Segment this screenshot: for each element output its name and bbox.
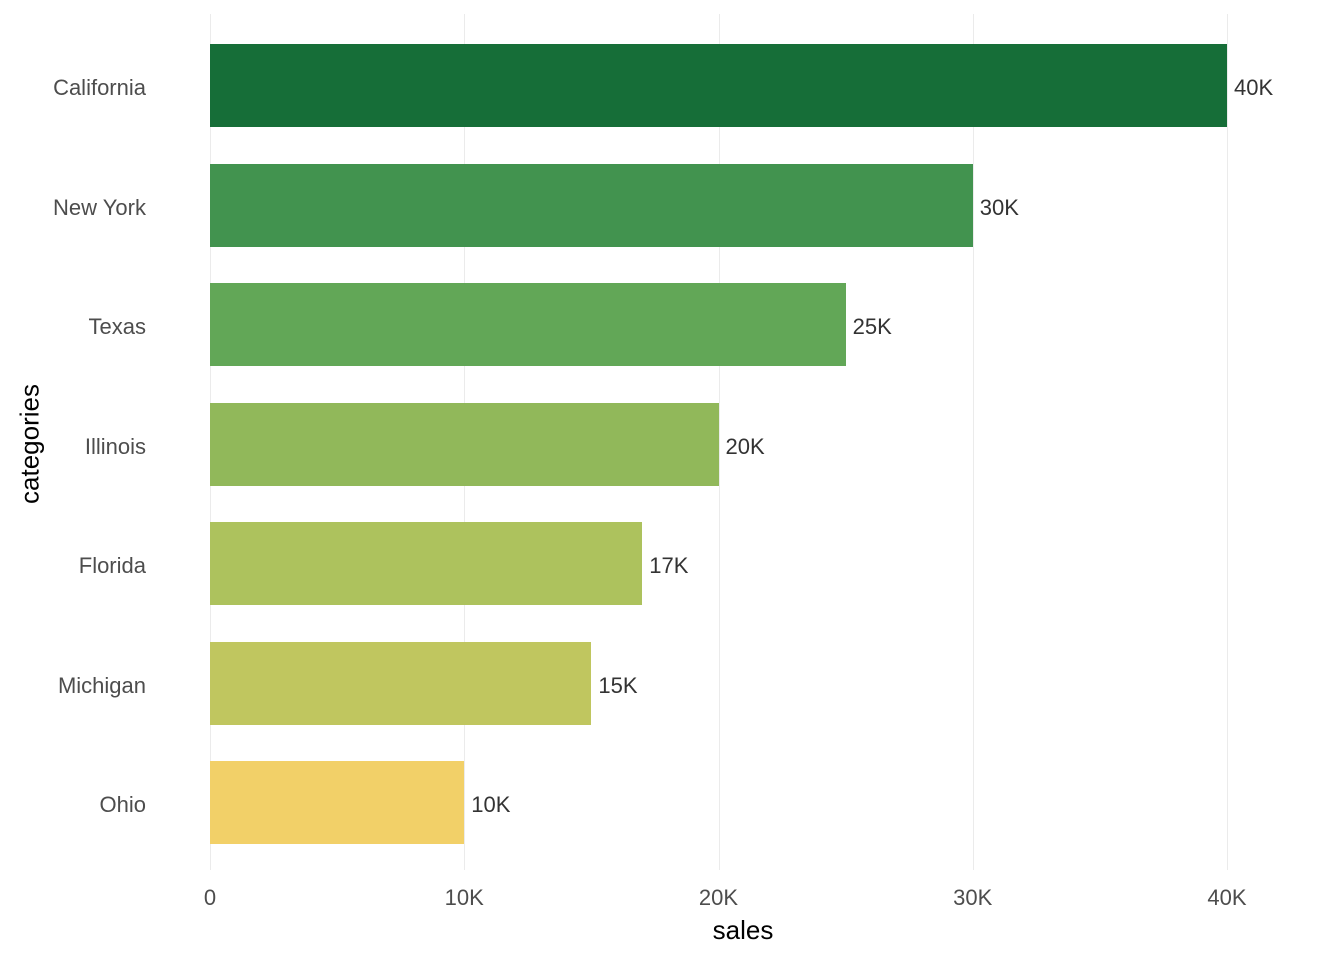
bar <box>210 283 846 366</box>
x-tick-label: 30K <box>953 885 993 910</box>
bar <box>210 641 592 725</box>
y-axis-title: categories <box>14 384 45 504</box>
x-tick-label: 20K <box>698 885 739 910</box>
category-label: Florida <box>78 553 146 578</box>
x-tick-label: 10K <box>444 885 484 910</box>
category-label: Ohio <box>99 792 146 817</box>
value-label: 40K <box>1234 75 1274 100</box>
x-tick-label: 0 <box>203 885 217 910</box>
value-label: 20K <box>725 433 765 459</box>
bar <box>210 761 465 844</box>
x-axis-title: sales <box>712 915 774 945</box>
value-label: 17K <box>649 553 689 578</box>
bar <box>210 522 643 605</box>
value-label: 25K <box>852 314 892 339</box>
gridline <box>1227 14 1228 870</box>
gridline <box>972 14 974 870</box>
category-label: Michigan <box>57 672 146 698</box>
category-label: Illinois <box>84 433 146 459</box>
value-label: 10K <box>471 792 511 817</box>
category-label: California <box>53 75 146 100</box>
value-label: 15K <box>598 672 638 698</box>
category-label: New York <box>53 194 146 220</box>
gridline <box>718 14 720 870</box>
x-tick-label: 40K <box>1207 885 1247 910</box>
category-label: Texas <box>88 314 146 339</box>
bar <box>210 402 719 486</box>
value-label: 30K <box>979 194 1019 220</box>
bar <box>210 44 1227 127</box>
bar <box>210 163 973 247</box>
